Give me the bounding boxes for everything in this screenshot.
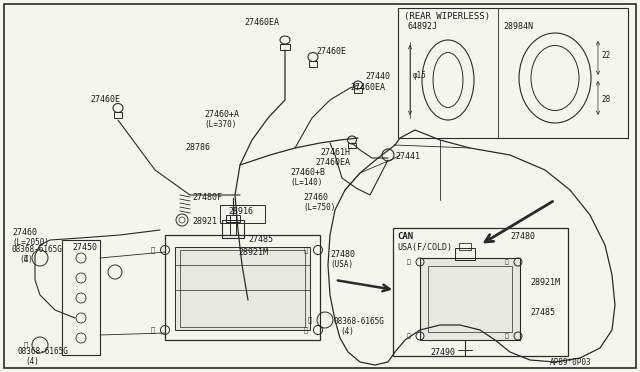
- Text: 22: 22: [601, 51, 611, 60]
- Bar: [114, 112, 122, 118]
- Text: Ⓢ: Ⓢ: [24, 255, 28, 261]
- Text: AP89*0P03: AP89*0P03: [550, 358, 591, 367]
- Text: USA(F/COLD): USA(F/COLD): [397, 243, 452, 252]
- Text: 27460+B: 27460+B: [290, 168, 325, 177]
- Bar: [455, 248, 475, 260]
- Text: 28916: 28916: [228, 207, 253, 216]
- Text: Ⓢ: Ⓢ: [304, 327, 308, 333]
- Bar: [420, 258, 520, 340]
- Text: Ⓢ: Ⓢ: [308, 317, 312, 323]
- Text: 28: 28: [601, 96, 611, 105]
- Text: 27480: 27480: [330, 250, 355, 259]
- Bar: [393, 228, 568, 356]
- Bar: [354, 88, 362, 93]
- Bar: [180, 250, 305, 327]
- Bar: [309, 61, 317, 67]
- Text: 28921M: 28921M: [238, 248, 268, 257]
- Text: 27440: 27440: [365, 72, 390, 81]
- Text: 27460: 27460: [12, 228, 37, 237]
- Text: 27461H: 27461H: [320, 148, 350, 157]
- Text: 64892J: 64892J: [408, 22, 438, 31]
- Text: Ⓢ: Ⓢ: [151, 247, 155, 253]
- Text: (4): (4): [25, 357, 39, 366]
- Bar: [175, 247, 310, 330]
- Text: 27450: 27450: [72, 243, 97, 252]
- Text: (USA): (USA): [330, 260, 353, 269]
- Bar: [222, 220, 244, 238]
- Text: 27480F: 27480F: [192, 193, 222, 202]
- Text: φ15: φ15: [413, 71, 427, 80]
- Text: 27460EA: 27460EA: [244, 18, 280, 27]
- Text: Ⓢ: Ⓢ: [407, 259, 411, 265]
- Text: (4): (4): [19, 255, 33, 264]
- Bar: [62, 240, 100, 355]
- Text: Ⓢ: Ⓢ: [151, 327, 155, 333]
- Text: 28984N: 28984N: [503, 22, 533, 31]
- Text: (L=140): (L=140): [290, 178, 323, 187]
- Text: (L=750): (L=750): [303, 203, 335, 212]
- Bar: [428, 266, 512, 332]
- Text: 27480: 27480: [510, 232, 535, 241]
- Text: Ⓢ: Ⓢ: [407, 333, 411, 339]
- Text: CAN: CAN: [397, 232, 413, 241]
- Text: (4): (4): [340, 327, 354, 336]
- Text: (L=370): (L=370): [204, 120, 236, 129]
- Text: 08368-6165G: 08368-6165G: [333, 317, 384, 326]
- Text: 08368-6165G: 08368-6165G: [12, 245, 63, 254]
- Bar: [459, 243, 471, 250]
- Bar: [280, 44, 290, 50]
- Bar: [165, 235, 320, 340]
- Bar: [220, 205, 265, 223]
- Bar: [348, 143, 356, 148]
- Text: 08368-6165G: 08368-6165G: [18, 347, 69, 356]
- Text: (REAR WIPERLESS): (REAR WIPERLESS): [404, 12, 490, 21]
- Text: 27441: 27441: [395, 152, 420, 161]
- Text: 27460E: 27460E: [316, 47, 346, 56]
- Text: 27460: 27460: [303, 193, 328, 202]
- Bar: [398, 8, 628, 138]
- Bar: [226, 215, 240, 222]
- Text: 27460+A: 27460+A: [204, 110, 239, 119]
- Text: 28921M: 28921M: [530, 278, 560, 287]
- Text: 27460E: 27460E: [90, 95, 120, 104]
- Text: Ⓢ: Ⓢ: [505, 333, 509, 339]
- Text: 27485: 27485: [530, 308, 555, 317]
- Text: (L=2050): (L=2050): [12, 238, 49, 247]
- Text: 28921: 28921: [192, 217, 217, 226]
- Text: Ⓢ: Ⓢ: [304, 247, 308, 253]
- Text: 27460EA: 27460EA: [315, 158, 350, 167]
- Text: 27485: 27485: [248, 235, 273, 244]
- Text: 27460EA: 27460EA: [350, 83, 385, 92]
- Text: Ⓢ: Ⓢ: [24, 342, 28, 348]
- Text: 27490: 27490: [430, 348, 455, 357]
- Text: Ⓢ: Ⓢ: [505, 259, 509, 265]
- Text: 28786: 28786: [185, 143, 210, 152]
